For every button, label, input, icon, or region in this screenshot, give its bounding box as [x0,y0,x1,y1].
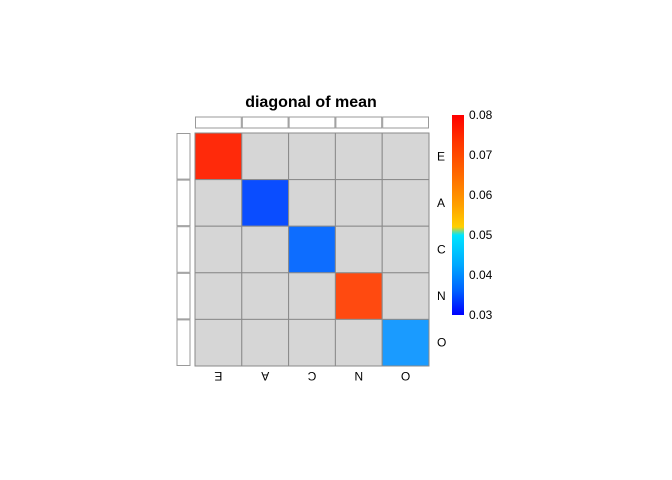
colorbar-tick-label: 0.06 [469,188,493,202]
heatmap-cell-diagonal [194,132,243,181]
row-annotation-cell [176,272,191,320]
heatmap-cell [334,318,383,367]
row-labels: E A C N O [437,149,446,349]
column-label: C [307,369,316,383]
column-label: A [261,369,269,383]
colorbar-gradient [452,115,464,315]
heatmap-cell [288,179,336,227]
heatmap-cell [381,179,430,227]
heatmap-cell [194,318,243,367]
row-annotation-cell [176,133,191,180]
row-annotation-cell [176,179,191,227]
heatmap-cell-diagonal [334,272,383,320]
chart-title: diagonal of mean [245,94,377,111]
heatmap-cell [241,318,290,367]
colorbar-tick-label: 0.04 [469,268,493,282]
heatmap-cells [194,132,430,367]
heatmap-cell [241,225,290,274]
column-annotation-cell [382,116,430,129]
column-annotation-cell [335,116,383,129]
heatmap-cell [194,272,243,320]
column-annotation-cell [288,116,336,129]
column-label: N [354,369,363,383]
row-label: A [437,196,445,210]
column-annotation-bar [195,116,430,129]
column-label: E [214,369,222,383]
colorbar-tick-label: 0.08 [469,108,493,122]
row-annotation-bar [176,133,191,366]
heatmap-cell [334,225,383,274]
colorbar-tick-label: 0.03 [469,308,493,322]
heatmap-cell [241,132,290,181]
heatmap-cell [334,132,383,181]
row-label: E [437,149,445,163]
colorbar: 0.08 0.07 0.06 0.05 0.04 0.03 [452,108,493,322]
colorbar-tick-label: 0.05 [469,228,493,242]
column-annotation-cell [195,116,242,129]
column-annotation-cell [241,116,289,129]
heatmap-cell [194,225,243,274]
heatmap-cell [241,272,290,320]
row-annotation-cell [176,226,191,273]
heatmap-cell [381,272,430,320]
row-label: N [437,289,446,303]
heatmap-cell [194,179,243,227]
heatmap-cell [288,272,336,320]
heatmap-cell [381,132,430,181]
heatmap-cell-diagonal [288,225,336,274]
row-label: C [437,243,446,257]
row-label: O [437,336,446,350]
heatmap-cell [381,225,430,274]
heatmap-cell [334,179,383,227]
heatmap-cell-diagonal [241,179,290,227]
column-label: O [401,369,410,383]
row-annotation-cell [176,319,191,366]
colorbar-tick-label: 0.07 [469,148,493,162]
heatmap-cell [288,318,336,367]
heatmap-cell-diagonal [381,318,430,367]
heatmap-cell [288,132,336,181]
